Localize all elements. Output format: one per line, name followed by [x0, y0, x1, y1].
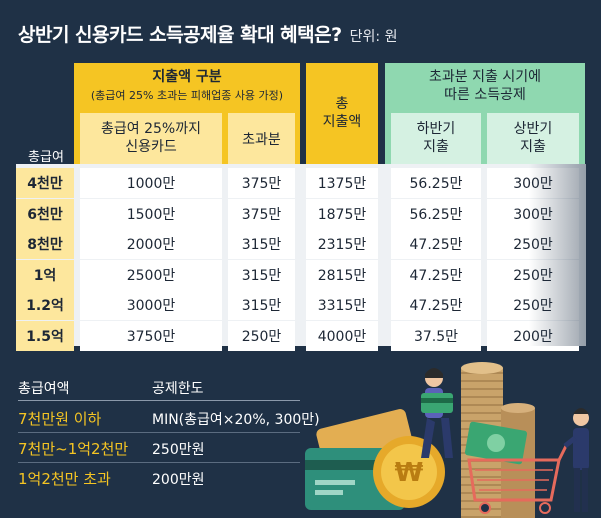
- cell-second-half: 56.25만: [391, 168, 481, 198]
- header-excess: 초과분: [228, 113, 295, 164]
- limit-value-2: 250만원: [152, 442, 205, 458]
- cell-total: 3315만: [306, 290, 378, 320]
- header-credit-card-25-line1: 총급여 25%까지: [101, 121, 201, 137]
- unit-label: 단위: 원: [349, 29, 398, 45]
- header-total-line1: 총: [335, 96, 349, 112]
- deduction-group-title-line2: 따른 소득공제: [444, 86, 526, 103]
- cell-second-half: 47.25만: [391, 259, 481, 290]
- cell-excess: 315만: [228, 290, 295, 320]
- row-header-salary: 1억: [16, 259, 74, 290]
- limits-divider: [18, 432, 300, 433]
- cell-total: 2315만: [306, 229, 378, 259]
- cell-excess: 315만: [228, 229, 295, 259]
- limit-range-2: 7천만~1억2천만: [18, 440, 129, 458]
- banknote-icon: [464, 421, 528, 465]
- shopping-illustration: ₩: [305, 362, 589, 518]
- spend-group-subtitle: (총급여 25% 초과는 피해업종 사용 가정): [90, 88, 284, 102]
- limits-divider: [18, 462, 300, 463]
- limits-col-salary: 총급여액: [18, 381, 70, 397]
- limit-range-3: 1억2천만 초과: [18, 470, 111, 488]
- header-first-half-line1: 상반기: [513, 121, 553, 137]
- row-header-salary: 8천만: [16, 229, 74, 259]
- limit-value-3: 200만원: [152, 472, 205, 488]
- header-second-half: 하반기 지출: [391, 113, 481, 164]
- limits-col-limit: 공제한도: [152, 381, 204, 397]
- cell-total: 2815만: [306, 259, 378, 290]
- cell-second-half: 56.25만: [391, 198, 481, 229]
- limit-range-1: 7천만원 이하: [18, 410, 102, 428]
- spend-group-title: 지출액 구분: [152, 69, 222, 85]
- row-header-salary: 1.2억: [16, 290, 74, 320]
- page-title: 상반기 신용카드 소득공제율 확대 혜택은?: [18, 24, 342, 46]
- cell-second-half: 37.5만: [391, 320, 481, 351]
- cell-total: 4000만: [306, 320, 378, 351]
- header-total-line2: 지출액: [322, 113, 362, 130]
- deduction-group-title-line1: 초과분 지출 시기에: [429, 69, 541, 85]
- cell-excess: 315만: [228, 259, 295, 290]
- cell-second-half: 47.25만: [391, 229, 481, 259]
- header-first-half-line2: 지출: [520, 138, 546, 155]
- shopper-icon: [563, 408, 589, 512]
- title-row: 상반기 신용카드 소득공제율 확대 혜택은? 단위: 원: [18, 20, 398, 46]
- row-header-salary: 1.5억: [16, 320, 74, 351]
- limit-value-1: MIN(총급여×20%, 300만): [152, 412, 320, 428]
- person-icon: [421, 368, 453, 458]
- header-first-half: 상반기 지출: [487, 113, 579, 164]
- cell-credit-card: 3000만: [80, 290, 222, 320]
- cell-first-half: 250만: [487, 229, 579, 259]
- header-credit-card-25: 총급여 25%까지 신용카드: [80, 113, 222, 164]
- row-header-salary: 6천만: [16, 198, 74, 229]
- cell-credit-card: 1000만: [80, 168, 222, 198]
- cell-credit-card: 1500만: [80, 198, 222, 229]
- won-coin-icon: ₩: [373, 436, 445, 508]
- svg-text:₩: ₩: [395, 458, 424, 488]
- cell-excess: 250만: [228, 320, 295, 351]
- cell-first-half: 250만: [487, 259, 579, 290]
- header-second-half-line2: 지출: [423, 138, 449, 155]
- cell-excess: 375만: [228, 198, 295, 229]
- cell-first-half: 300만: [487, 168, 579, 198]
- cell-first-half: 300만: [487, 198, 579, 229]
- cell-excess: 375만: [228, 168, 295, 198]
- cell-total: 1875만: [306, 198, 378, 229]
- cell-credit-card: 3750만: [80, 320, 222, 351]
- cell-first-half: 250만: [487, 290, 579, 320]
- header-credit-card-25-line2: 신용카드: [125, 138, 177, 155]
- header-second-half-line1: 하반기: [416, 121, 456, 137]
- header-excess-label: 초과분: [242, 131, 281, 148]
- row-header-label: 총급여: [28, 150, 64, 165]
- cell-credit-card: 2000만: [80, 229, 222, 259]
- row-header-salary: 4천만: [16, 168, 74, 198]
- cell-first-half: 200만: [487, 320, 579, 351]
- cell-second-half: 47.25만: [391, 290, 481, 320]
- header-total: 총 지출액: [306, 63, 378, 164]
- cell-credit-card: 2500만: [80, 259, 222, 290]
- limits-divider: [18, 400, 300, 401]
- cell-total: 1375만: [306, 168, 378, 198]
